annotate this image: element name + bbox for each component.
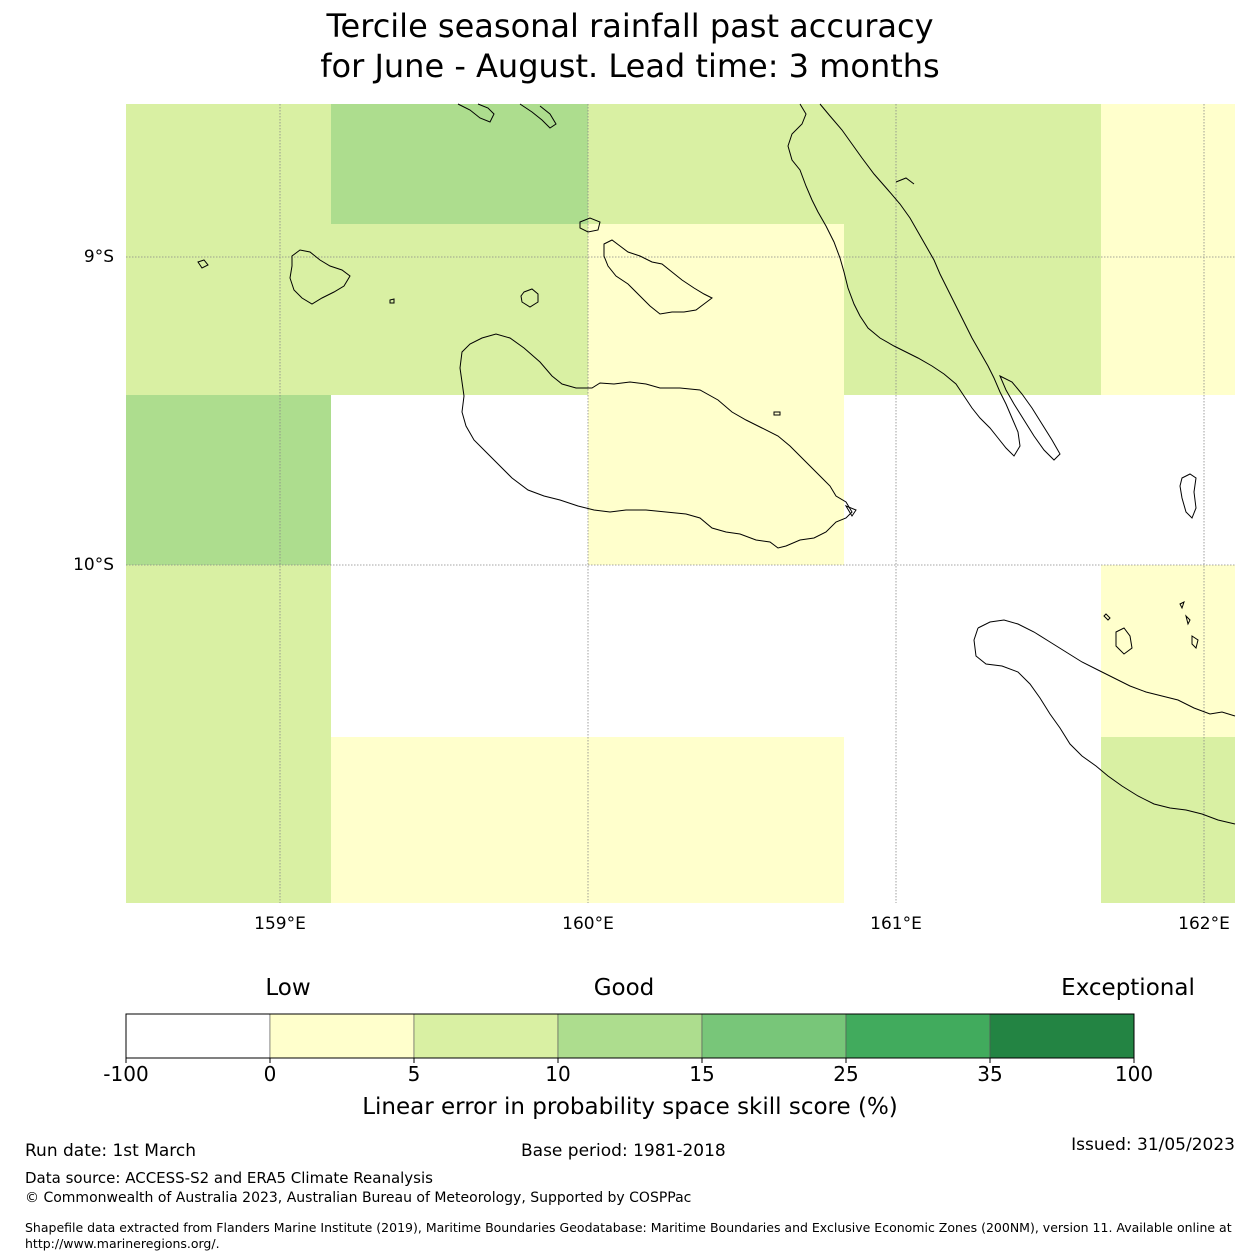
grid-cell: [331, 224, 588, 395]
base-period: Base period: 1981-2018: [521, 1141, 726, 1161]
cbar-label-exceptional: Exceptional: [1061, 975, 1195, 1001]
cbar-label-good: Good: [594, 975, 655, 1001]
colorbar-segment: [989, 1013, 1135, 1059]
colorbar-segment: [557, 1013, 703, 1059]
colorbar-tick-label: 100: [1115, 1062, 1153, 1086]
coastline-makira: [977, 619, 1236, 717]
grid-cell: [588, 737, 844, 903]
lon-label-159e: 159°E: [254, 914, 306, 934]
coastline-islet-ne2: [1179, 601, 1185, 610]
grid-cell: [844, 395, 1101, 565]
coastline-east-island: [1179, 473, 1197, 519]
colorbar-segment: [845, 1013, 991, 1059]
grid-cell: [126, 104, 331, 224]
coastline-north-islets: [457, 103, 495, 123]
grid-cell: [126, 737, 331, 903]
coastline-islet-ne4: [1191, 635, 1199, 649]
colorbar-tick-label: 25: [833, 1062, 858, 1086]
grid-cell: [1101, 224, 1235, 395]
grid-cell: [1101, 395, 1235, 565]
coastline-russell: [289, 249, 351, 305]
colorbar-title: Linear error in probability space skill …: [362, 1094, 898, 1120]
coastline-islet-west: [197, 259, 209, 269]
grid-cell: [331, 104, 588, 224]
coastline-islet-small: [389, 298, 395, 304]
cbar-label-low: Low: [265, 975, 310, 1001]
coastline-savo: [520, 288, 539, 308]
coastlines: [197, 103, 1236, 825]
coastline-islet-ne3: [1185, 614, 1191, 626]
grid-cell: [588, 224, 844, 395]
lat-label-10s: 10°S: [73, 555, 114, 575]
coastline-ulawa: [1115, 627, 1133, 655]
coastline-islet: [579, 217, 601, 233]
coastline-islet-mid: [773, 411, 781, 416]
colorbar-frame: [125, 1013, 1135, 1059]
colorbar-tick-label: 35: [977, 1062, 1002, 1086]
grid-cell: [331, 395, 588, 565]
coastline-nggela: [603, 239, 713, 315]
colorbar-tick-label: -100: [103, 1062, 148, 1086]
colorbar-tick-label: 15: [689, 1062, 714, 1086]
coastline-islet-ne1: [1103, 613, 1111, 621]
grid-cell: [1101, 565, 1235, 737]
colorbar-tick-label: 0: [264, 1062, 277, 1086]
colorbar: [125, 1013, 1135, 1059]
lon-label-160e: 160°E: [562, 914, 614, 934]
colorbar-segment: [269, 1013, 415, 1059]
shapefile-credit-1: Shapefile data extracted from Flanders M…: [25, 1220, 1232, 1235]
coastline-malaita: [787, 103, 1021, 457]
chart-title: Tercile seasonal rainfall past accuracy …: [0, 6, 1260, 86]
grid-cell: [1101, 737, 1235, 903]
coastline-small-malaita: [999, 374, 1061, 461]
skill-grid: [126, 104, 1235, 903]
colorbar-tick-label: 10: [545, 1062, 570, 1086]
coastline-islet-guad: [844, 504, 857, 517]
colorbar-ticks: -100 0 5 10 15 25 35 100: [103, 1058, 1153, 1086]
graticule: [126, 104, 1235, 903]
grid-cell: [588, 395, 844, 565]
grid-cell: [844, 104, 1101, 224]
data-source: Data source: ACCESS-S2 and ERA5 Climate …: [25, 1169, 433, 1187]
grid-cell: [126, 395, 331, 565]
lon-label-161e: 161°E: [870, 914, 922, 934]
grid-cell: [844, 737, 1101, 903]
coastline-guadalcanal: [459, 333, 853, 549]
grid-cell: [844, 224, 1101, 395]
colorbar-segment: [125, 1013, 271, 1059]
grid-cell: [588, 565, 844, 737]
coastline-north-islets-2: [519, 103, 557, 129]
coastline-makira-south: [973, 627, 1236, 825]
copyright: © Commonwealth of Australia 2023, Austra…: [25, 1190, 692, 1206]
issued-date: Issued: 31/05/2023: [1071, 1135, 1235, 1155]
grid-cell: [1101, 104, 1235, 224]
coastline-islet-east: [895, 177, 915, 185]
title-line-1: Tercile seasonal rainfall past accuracy: [326, 7, 934, 45]
title-line-2: for June - August. Lead time: 3 months: [320, 47, 940, 85]
lat-label-9s: 9°S: [84, 247, 114, 267]
colorbar-tick-label: 5: [408, 1062, 421, 1086]
grid-cell: [331, 737, 588, 903]
grid-cell: [331, 565, 588, 737]
grid-cell: [126, 565, 331, 737]
grid-cell: [588, 104, 844, 224]
colorbar-segment: [413, 1013, 559, 1059]
lon-label-162e: 162°E: [1178, 914, 1230, 934]
run-date: Run date: 1st March: [25, 1141, 197, 1161]
grid-cell: [844, 565, 1101, 737]
shapefile-credit-2: http://www.marineregions.org/.: [25, 1236, 220, 1251]
colorbar-segment: [701, 1013, 847, 1059]
